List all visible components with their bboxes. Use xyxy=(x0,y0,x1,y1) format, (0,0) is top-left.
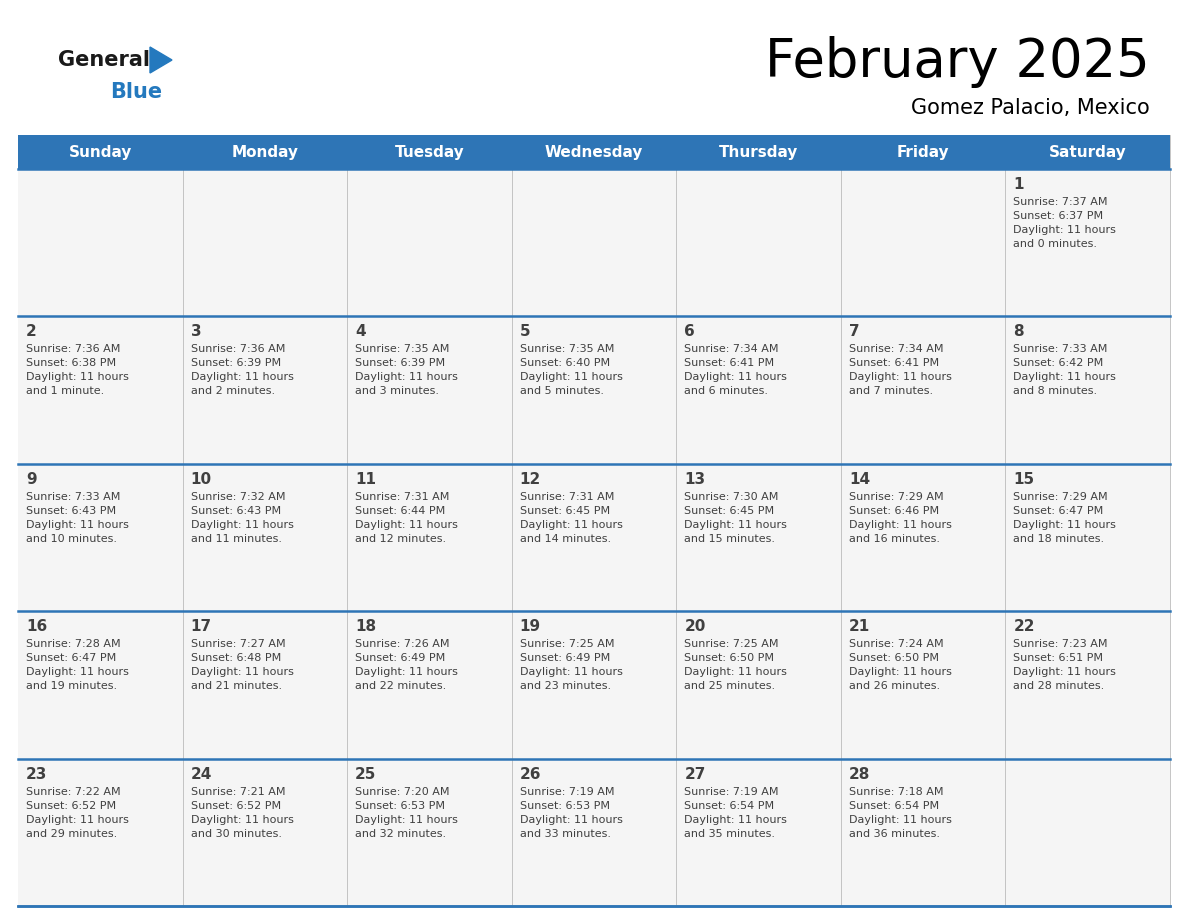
Text: Sunday: Sunday xyxy=(69,144,132,160)
Bar xyxy=(18,135,1170,169)
Text: Sunrise: 7:24 AM
Sunset: 6:50 PM
Daylight: 11 hours
and 26 minutes.: Sunrise: 7:24 AM Sunset: 6:50 PM Dayligh… xyxy=(849,639,952,691)
Text: Sunrise: 7:19 AM
Sunset: 6:53 PM
Daylight: 11 hours
and 33 minutes.: Sunrise: 7:19 AM Sunset: 6:53 PM Dayligh… xyxy=(519,787,623,839)
Text: Sunrise: 7:36 AM
Sunset: 6:39 PM
Daylight: 11 hours
and 2 minutes.: Sunrise: 7:36 AM Sunset: 6:39 PM Dayligh… xyxy=(190,344,293,397)
Text: 11: 11 xyxy=(355,472,377,487)
Text: Monday: Monday xyxy=(232,144,298,160)
Text: Sunrise: 7:33 AM
Sunset: 6:43 PM
Daylight: 11 hours
and 10 minutes.: Sunrise: 7:33 AM Sunset: 6:43 PM Dayligh… xyxy=(26,492,128,543)
Text: 9: 9 xyxy=(26,472,37,487)
Text: 17: 17 xyxy=(190,620,211,634)
Text: Sunrise: 7:28 AM
Sunset: 6:47 PM
Daylight: 11 hours
and 19 minutes.: Sunrise: 7:28 AM Sunset: 6:47 PM Dayligh… xyxy=(26,639,128,691)
Text: 1: 1 xyxy=(1013,177,1024,192)
Text: 23: 23 xyxy=(26,767,48,781)
Text: 19: 19 xyxy=(519,620,541,634)
Text: 7: 7 xyxy=(849,324,859,340)
Text: Sunrise: 7:19 AM
Sunset: 6:54 PM
Daylight: 11 hours
and 35 minutes.: Sunrise: 7:19 AM Sunset: 6:54 PM Dayligh… xyxy=(684,787,788,839)
Text: 25: 25 xyxy=(355,767,377,781)
Text: Sunrise: 7:36 AM
Sunset: 6:38 PM
Daylight: 11 hours
and 1 minute.: Sunrise: 7:36 AM Sunset: 6:38 PM Dayligh… xyxy=(26,344,128,397)
Text: 6: 6 xyxy=(684,324,695,340)
Bar xyxy=(18,317,1170,464)
Text: Sunrise: 7:35 AM
Sunset: 6:39 PM
Daylight: 11 hours
and 3 minutes.: Sunrise: 7:35 AM Sunset: 6:39 PM Dayligh… xyxy=(355,344,459,397)
Text: Sunrise: 7:31 AM
Sunset: 6:45 PM
Daylight: 11 hours
and 14 minutes.: Sunrise: 7:31 AM Sunset: 6:45 PM Dayligh… xyxy=(519,492,623,543)
Text: Sunrise: 7:34 AM
Sunset: 6:41 PM
Daylight: 11 hours
and 6 minutes.: Sunrise: 7:34 AM Sunset: 6:41 PM Dayligh… xyxy=(684,344,788,397)
Text: 22: 22 xyxy=(1013,620,1035,634)
Text: Sunrise: 7:31 AM
Sunset: 6:44 PM
Daylight: 11 hours
and 12 minutes.: Sunrise: 7:31 AM Sunset: 6:44 PM Dayligh… xyxy=(355,492,459,543)
Text: 4: 4 xyxy=(355,324,366,340)
Text: Sunrise: 7:25 AM
Sunset: 6:50 PM
Daylight: 11 hours
and 25 minutes.: Sunrise: 7:25 AM Sunset: 6:50 PM Dayligh… xyxy=(684,639,788,691)
Text: Sunrise: 7:25 AM
Sunset: 6:49 PM
Daylight: 11 hours
and 23 minutes.: Sunrise: 7:25 AM Sunset: 6:49 PM Dayligh… xyxy=(519,639,623,691)
Text: Sunrise: 7:26 AM
Sunset: 6:49 PM
Daylight: 11 hours
and 22 minutes.: Sunrise: 7:26 AM Sunset: 6:49 PM Dayligh… xyxy=(355,639,459,691)
Text: 15: 15 xyxy=(1013,472,1035,487)
Text: 3: 3 xyxy=(190,324,201,340)
Text: 13: 13 xyxy=(684,472,706,487)
Polygon shape xyxy=(150,47,172,73)
Text: 12: 12 xyxy=(519,472,541,487)
Text: Tuesday: Tuesday xyxy=(394,144,465,160)
Text: Sunrise: 7:18 AM
Sunset: 6:54 PM
Daylight: 11 hours
and 36 minutes.: Sunrise: 7:18 AM Sunset: 6:54 PM Dayligh… xyxy=(849,787,952,839)
Text: 5: 5 xyxy=(519,324,530,340)
Text: Sunrise: 7:20 AM
Sunset: 6:53 PM
Daylight: 11 hours
and 32 minutes.: Sunrise: 7:20 AM Sunset: 6:53 PM Dayligh… xyxy=(355,787,459,839)
Text: 14: 14 xyxy=(849,472,870,487)
Bar xyxy=(18,464,1170,611)
Text: Sunrise: 7:29 AM
Sunset: 6:47 PM
Daylight: 11 hours
and 18 minutes.: Sunrise: 7:29 AM Sunset: 6:47 PM Dayligh… xyxy=(1013,492,1117,543)
Text: Sunrise: 7:34 AM
Sunset: 6:41 PM
Daylight: 11 hours
and 7 minutes.: Sunrise: 7:34 AM Sunset: 6:41 PM Dayligh… xyxy=(849,344,952,397)
Text: 8: 8 xyxy=(1013,324,1024,340)
Text: Sunrise: 7:35 AM
Sunset: 6:40 PM
Daylight: 11 hours
and 5 minutes.: Sunrise: 7:35 AM Sunset: 6:40 PM Dayligh… xyxy=(519,344,623,397)
Text: Friday: Friday xyxy=(897,144,949,160)
Text: Gomez Palacio, Mexico: Gomez Palacio, Mexico xyxy=(911,98,1150,118)
Text: Thursday: Thursday xyxy=(719,144,798,160)
Bar xyxy=(18,169,1170,317)
Text: Sunrise: 7:37 AM
Sunset: 6:37 PM
Daylight: 11 hours
and 0 minutes.: Sunrise: 7:37 AM Sunset: 6:37 PM Dayligh… xyxy=(1013,197,1117,249)
Text: Wednesday: Wednesday xyxy=(545,144,643,160)
Text: Sunrise: 7:33 AM
Sunset: 6:42 PM
Daylight: 11 hours
and 8 minutes.: Sunrise: 7:33 AM Sunset: 6:42 PM Dayligh… xyxy=(1013,344,1117,397)
Bar xyxy=(18,758,1170,906)
Text: General: General xyxy=(58,50,150,70)
Text: 18: 18 xyxy=(355,620,377,634)
Text: 16: 16 xyxy=(26,620,48,634)
Text: 28: 28 xyxy=(849,767,871,781)
Text: Sunrise: 7:29 AM
Sunset: 6:46 PM
Daylight: 11 hours
and 16 minutes.: Sunrise: 7:29 AM Sunset: 6:46 PM Dayligh… xyxy=(849,492,952,543)
Bar xyxy=(18,611,1170,758)
Text: Sunrise: 7:32 AM
Sunset: 6:43 PM
Daylight: 11 hours
and 11 minutes.: Sunrise: 7:32 AM Sunset: 6:43 PM Dayligh… xyxy=(190,492,293,543)
Text: Sunrise: 7:22 AM
Sunset: 6:52 PM
Daylight: 11 hours
and 29 minutes.: Sunrise: 7:22 AM Sunset: 6:52 PM Dayligh… xyxy=(26,787,128,839)
Text: 10: 10 xyxy=(190,472,211,487)
Text: 2: 2 xyxy=(26,324,37,340)
Text: Sunrise: 7:27 AM
Sunset: 6:48 PM
Daylight: 11 hours
and 21 minutes.: Sunrise: 7:27 AM Sunset: 6:48 PM Dayligh… xyxy=(190,639,293,691)
Text: Sunrise: 7:21 AM
Sunset: 6:52 PM
Daylight: 11 hours
and 30 minutes.: Sunrise: 7:21 AM Sunset: 6:52 PM Dayligh… xyxy=(190,787,293,839)
Text: Blue: Blue xyxy=(110,82,162,102)
Text: 21: 21 xyxy=(849,620,870,634)
Text: Sunrise: 7:23 AM
Sunset: 6:51 PM
Daylight: 11 hours
and 28 minutes.: Sunrise: 7:23 AM Sunset: 6:51 PM Dayligh… xyxy=(1013,639,1117,691)
Text: 20: 20 xyxy=(684,620,706,634)
Text: Saturday: Saturday xyxy=(1049,144,1126,160)
Text: 26: 26 xyxy=(519,767,542,781)
Text: Sunrise: 7:30 AM
Sunset: 6:45 PM
Daylight: 11 hours
and 15 minutes.: Sunrise: 7:30 AM Sunset: 6:45 PM Dayligh… xyxy=(684,492,788,543)
Text: 27: 27 xyxy=(684,767,706,781)
Text: February 2025: February 2025 xyxy=(765,36,1150,88)
Text: 24: 24 xyxy=(190,767,211,781)
